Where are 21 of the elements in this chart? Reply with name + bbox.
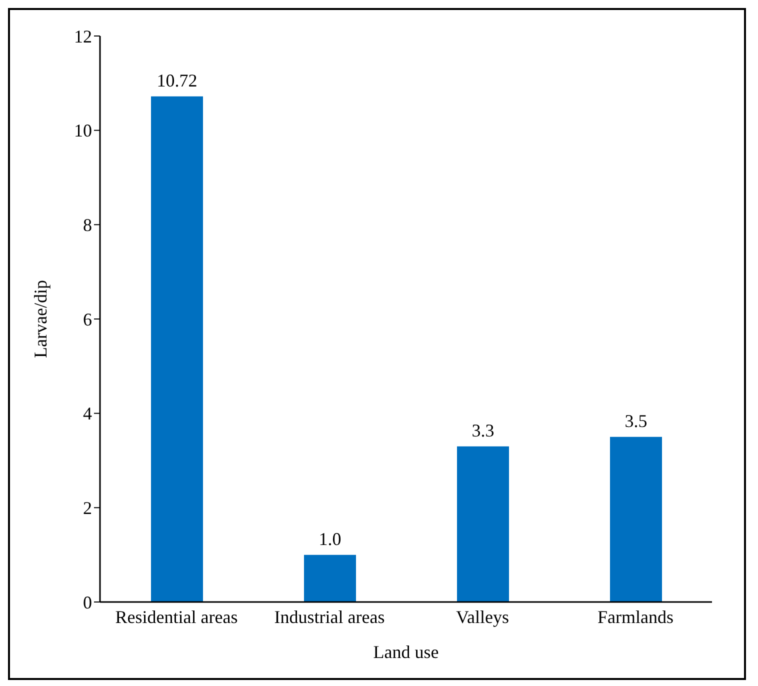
- y-tick-label: 0: [83, 592, 92, 612]
- bar: [304, 554, 356, 602]
- data-label: 10.72: [156, 70, 198, 90]
- x-axis-title: Land use: [373, 642, 439, 662]
- data-label: 3.3: [472, 420, 494, 440]
- data-label: 3.5: [624, 410, 648, 431]
- bar: [457, 446, 509, 602]
- y-tick-label: 4: [83, 404, 92, 424]
- x-tick-label: Industrial areas: [274, 606, 385, 627]
- y-axis-title: Larvae/dip: [30, 280, 50, 358]
- y-tick-label: 10: [74, 120, 92, 141]
- y-tick-label: 6: [83, 309, 92, 330]
- x-tick-label: Residential areas: [115, 606, 238, 627]
- bar: [610, 436, 662, 602]
- x-tick-label: Valleys: [456, 606, 509, 627]
- bar: [151, 96, 203, 602]
- y-tick-label: 8: [83, 215, 92, 236]
- y-tick-label: 12: [74, 26, 92, 46]
- x-tick-label: Farmlands: [598, 606, 674, 627]
- y-tick-label: 2: [83, 498, 92, 518]
- data-label: 1.0: [318, 528, 342, 549]
